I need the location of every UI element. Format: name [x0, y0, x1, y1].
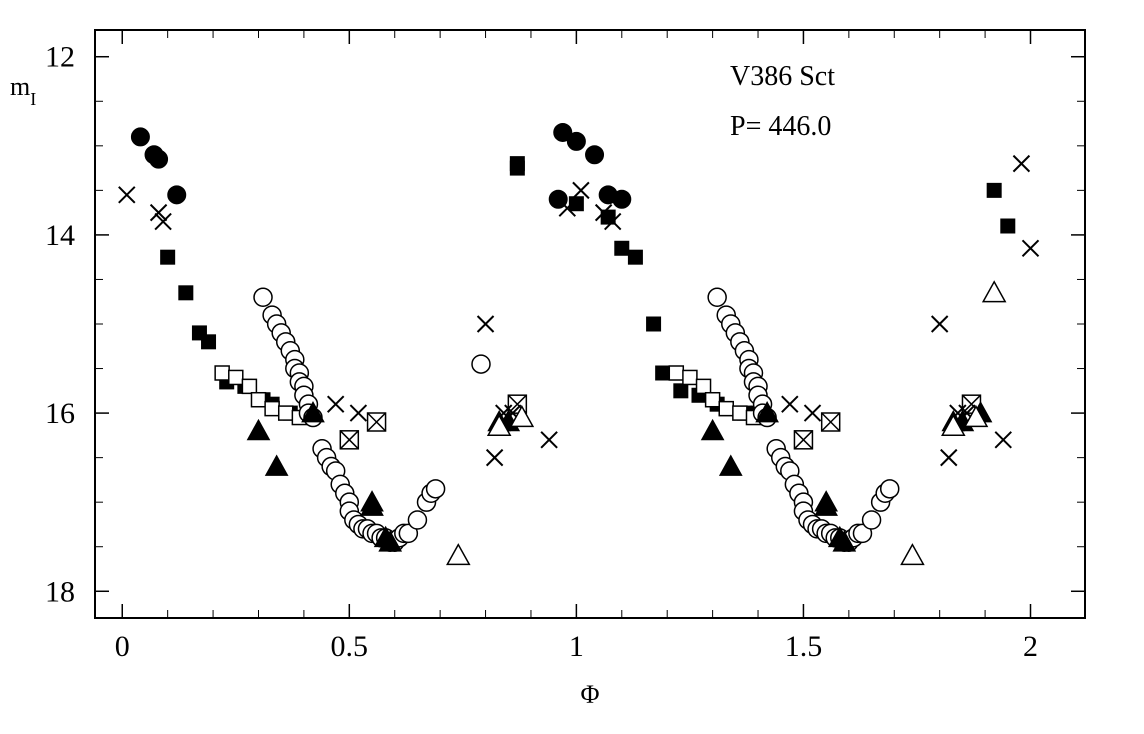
y-tick-label: 12	[45, 41, 75, 74]
data-point-open-square[interactable]	[683, 370, 697, 384]
data-point-filled-square[interactable]	[656, 366, 670, 380]
chart-frame	[95, 30, 1085, 618]
star-name-label: V386 Sct	[730, 61, 835, 92]
data-point-open-square[interactable]	[242, 379, 256, 393]
data-point-x-mark[interactable]	[805, 405, 821, 421]
data-point-x-mark[interactable]	[941, 450, 957, 466]
data-point-filled-circle[interactable]	[567, 132, 585, 150]
data-point-filled-square[interactable]	[1001, 219, 1015, 233]
data-point-x-mark[interactable]	[782, 396, 798, 412]
data-point-filled-square[interactable]	[161, 250, 175, 264]
data-point-x-mark[interactable]	[119, 187, 135, 203]
data-point-open-square[interactable]	[733, 406, 747, 420]
data-point-open-square[interactable]	[669, 366, 683, 380]
data-point-x-mark[interactable]	[573, 182, 589, 198]
data-point-open-square[interactable]	[229, 370, 243, 384]
light-curve-chart: 12 14 16 18 0 0.5 1 1.5 2 mI Φ V386 Sct P= 446.0	[0, 0, 1144, 734]
data-point-open-circle[interactable]	[427, 480, 445, 498]
data-point-filled-square[interactable]	[674, 384, 688, 398]
data-point-filled-circle[interactable]	[613, 190, 631, 208]
data-point-filled-square[interactable]	[628, 250, 642, 264]
data-point-crossed-square[interactable]	[822, 413, 840, 431]
y-tick-label: 16	[45, 397, 75, 430]
data-point-x-mark[interactable]	[995, 432, 1011, 448]
data-point-x-mark[interactable]	[478, 316, 494, 332]
data-point-open-square[interactable]	[279, 406, 293, 420]
x-axis-title: Φ	[580, 680, 599, 709]
data-point-x-mark[interactable]	[328, 396, 344, 412]
data-point-filled-circle[interactable]	[586, 146, 604, 164]
data-point-open-square[interactable]	[719, 402, 733, 416]
y-tick-label: 14	[45, 219, 75, 252]
data-point-crossed-square[interactable]	[794, 431, 812, 449]
data-point-open-circle[interactable]	[863, 511, 881, 529]
data-point-crossed-square[interactable]	[368, 413, 386, 431]
data-point-filled-circle[interactable]	[131, 128, 149, 146]
x-tick-label: 1	[569, 630, 584, 663]
y-axis-title: mI	[10, 72, 36, 109]
data-point-filled-square[interactable]	[202, 335, 216, 349]
data-point-filled-square[interactable]	[615, 241, 629, 255]
data-point-open-square[interactable]	[265, 402, 279, 416]
data-point-open-circle[interactable]	[254, 288, 272, 306]
data-point-crossed-square[interactable]	[340, 431, 358, 449]
data-point-x-mark[interactable]	[1013, 156, 1029, 172]
data-point-filled-square[interactable]	[987, 183, 1001, 197]
data-point-x-mark[interactable]	[1023, 240, 1039, 256]
data-point-filled-triangle[interactable]	[266, 456, 288, 476]
data-point-filled-circle[interactable]	[168, 186, 186, 204]
data-point-open-triangle[interactable]	[447, 545, 469, 565]
data-point-open-circle[interactable]	[708, 288, 726, 306]
data-point-open-triangle[interactable]	[901, 545, 923, 565]
data-point-x-mark[interactable]	[487, 450, 503, 466]
data-point-x-mark[interactable]	[932, 316, 948, 332]
x-tick-label: 0	[115, 630, 130, 663]
data-point-open-circle[interactable]	[881, 480, 899, 498]
y-tick-label: 18	[45, 575, 75, 608]
data-point-open-square[interactable]	[706, 393, 720, 407]
data-point-open-square[interactable]	[251, 393, 265, 407]
data-point-filled-square[interactable]	[179, 286, 193, 300]
data-point-open-triangle[interactable]	[511, 407, 533, 427]
data-point-open-square[interactable]	[697, 379, 711, 393]
data-point-filled-circle[interactable]	[150, 150, 168, 168]
x-tick-label: 1.5	[785, 630, 823, 663]
data-point-open-circle[interactable]	[472, 355, 490, 373]
chart-svg: 12 14 16 18 0 0.5 1 1.5 2 mI Φ V386 Sct P= 446.0	[0, 0, 1144, 734]
data-point-open-triangle[interactable]	[983, 282, 1005, 302]
data-point-open-circle[interactable]	[408, 511, 426, 529]
data-point-filled-triangle[interactable]	[702, 420, 724, 440]
x-tick-label: 0.5	[331, 630, 369, 663]
data-point-x-mark[interactable]	[350, 405, 366, 421]
data-point-filled-square[interactable]	[510, 161, 524, 175]
data-point-filled-square[interactable]	[647, 317, 661, 331]
data-point-open-square[interactable]	[215, 366, 229, 380]
data-point-filled-triangle[interactable]	[247, 420, 269, 440]
data-point-filled-triangle[interactable]	[720, 456, 742, 476]
period-label: P= 446.0	[730, 111, 831, 142]
x-tick-label: 2	[1023, 630, 1038, 663]
data-point-x-mark[interactable]	[541, 432, 557, 448]
